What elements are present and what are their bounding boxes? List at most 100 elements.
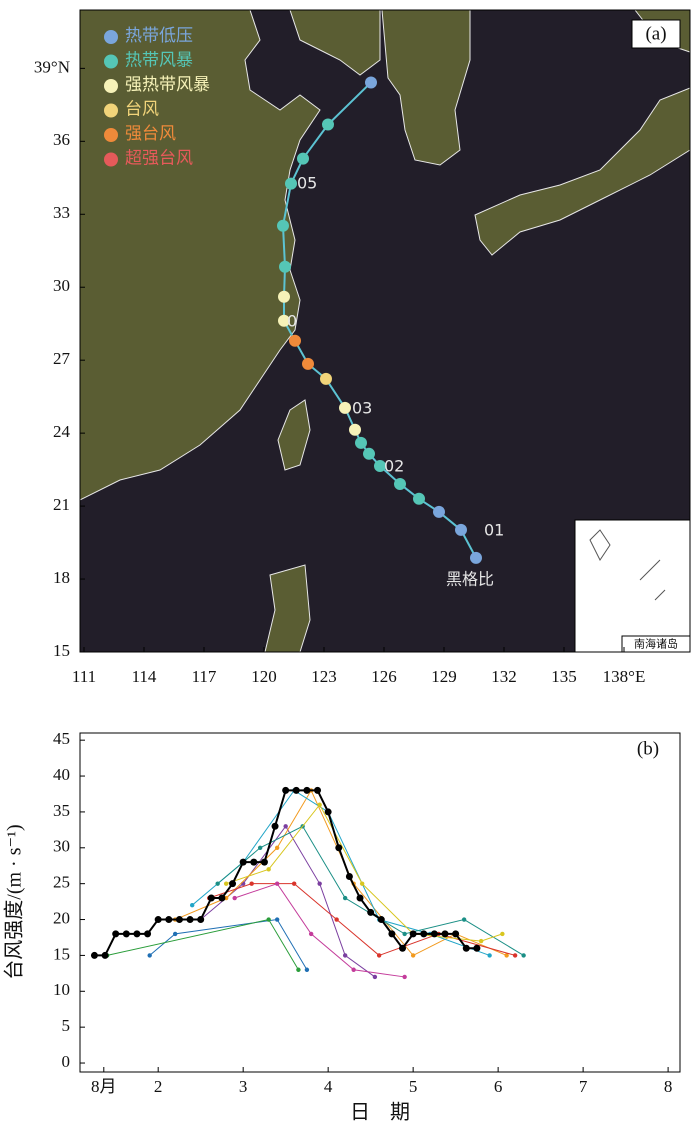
data-point	[462, 944, 470, 952]
track-point	[355, 436, 367, 449]
x-tick-label: 132	[491, 667, 517, 686]
data-point	[122, 930, 130, 938]
data-point	[521, 953, 526, 958]
legend-label: 热带低压	[125, 26, 193, 45]
plot-frame	[79, 732, 681, 1073]
data-point	[90, 951, 98, 959]
data-point	[359, 881, 365, 886]
map-frame	[79, 9, 691, 653]
x-tick-label: 7	[579, 1077, 588, 1096]
track-point	[289, 334, 301, 347]
data-point	[266, 917, 271, 922]
data-point	[314, 786, 322, 794]
legend-label: 台风	[125, 99, 159, 118]
legend-label: 强热带风暴	[125, 75, 210, 94]
data-point	[249, 881, 254, 886]
annotation: 黑格比	[446, 570, 494, 589]
data-point	[500, 931, 505, 937]
track-point	[394, 477, 406, 490]
data-point	[257, 845, 263, 850]
y-tick-label: 40	[53, 765, 70, 784]
inset-coast	[589, 529, 666, 601]
series-line	[234, 883, 405, 978]
track-point	[302, 357, 314, 370]
x-tick-label: 5	[409, 1077, 418, 1096]
data-point	[283, 824, 288, 829]
track-point	[285, 177, 297, 190]
x-tick-label: 117	[192, 667, 217, 686]
y-tick-label: 24	[53, 422, 71, 441]
panel-label-box	[631, 19, 681, 49]
data-point	[308, 931, 314, 937]
track-point	[433, 505, 445, 518]
legend-marker	[104, 79, 118, 93]
data-point	[274, 881, 280, 886]
data-point	[461, 917, 467, 922]
y-axis-label: 台风强度/(m · s⁻¹)	[3, 824, 26, 979]
data-point	[409, 930, 417, 938]
x-tick-label: 4	[324, 1077, 333, 1096]
annotation: 02	[384, 457, 404, 476]
track-point	[339, 401, 351, 414]
panel-label: (b)	[637, 738, 659, 759]
data-point	[345, 872, 353, 880]
data-point	[112, 930, 120, 938]
series-line	[107, 918, 299, 971]
data-point	[165, 916, 173, 924]
data-point	[473, 944, 481, 952]
track-point	[413, 492, 425, 505]
y-tick-label: 36	[53, 130, 70, 149]
annotation: 01	[484, 521, 504, 540]
track-point	[278, 314, 290, 327]
data-point	[504, 953, 509, 958]
data-point	[147, 953, 152, 958]
y-tick-label: 20	[53, 908, 70, 927]
y-tick-label: 30	[53, 837, 70, 856]
annotation: 0	[287, 312, 297, 331]
panel-label: (a)	[645, 23, 666, 44]
legend-marker	[104, 103, 118, 118]
series-line	[149, 918, 308, 971]
x-tick-label: 138°E	[603, 667, 646, 686]
series-line	[217, 825, 524, 956]
data-point	[304, 967, 310, 972]
data-point	[218, 894, 226, 902]
land-mainland	[79, 9, 321, 501]
track-point	[297, 152, 309, 165]
legend-label: 热带风暴	[125, 50, 193, 69]
y-tick-label: 21	[53, 495, 70, 514]
x-tick-label: 3	[239, 1077, 248, 1096]
data-point	[334, 917, 339, 922]
inset-map	[574, 519, 691, 653]
y-tick-label: 39°N	[34, 57, 70, 76]
data-point	[367, 908, 375, 916]
y-tick-label: 45	[53, 729, 70, 748]
data-point	[274, 845, 280, 850]
x-tick-label: 8月	[91, 1077, 117, 1096]
data-point	[512, 953, 518, 958]
x-tick-label: 120	[251, 667, 277, 686]
track-point	[277, 219, 289, 232]
data-point	[154, 916, 162, 924]
y-tick-label: 10	[53, 980, 70, 999]
track-point	[470, 551, 482, 564]
data-point	[351, 967, 356, 972]
data-point	[207, 894, 215, 902]
data-point	[215, 881, 220, 886]
data-point	[186, 916, 194, 924]
data-point	[324, 808, 332, 816]
data-point	[303, 786, 311, 794]
data-point	[376, 953, 382, 958]
data-point	[175, 916, 183, 924]
track-point	[349, 423, 361, 436]
data-point	[335, 844, 343, 852]
data-point	[144, 930, 152, 938]
y-tick-label: 18	[53, 568, 70, 587]
land-northeast	[289, 9, 381, 76]
track-point	[278, 290, 290, 303]
track-point	[279, 260, 291, 273]
data-point	[232, 895, 237, 901]
data-point	[197, 916, 205, 924]
land-korea	[381, 9, 471, 166]
